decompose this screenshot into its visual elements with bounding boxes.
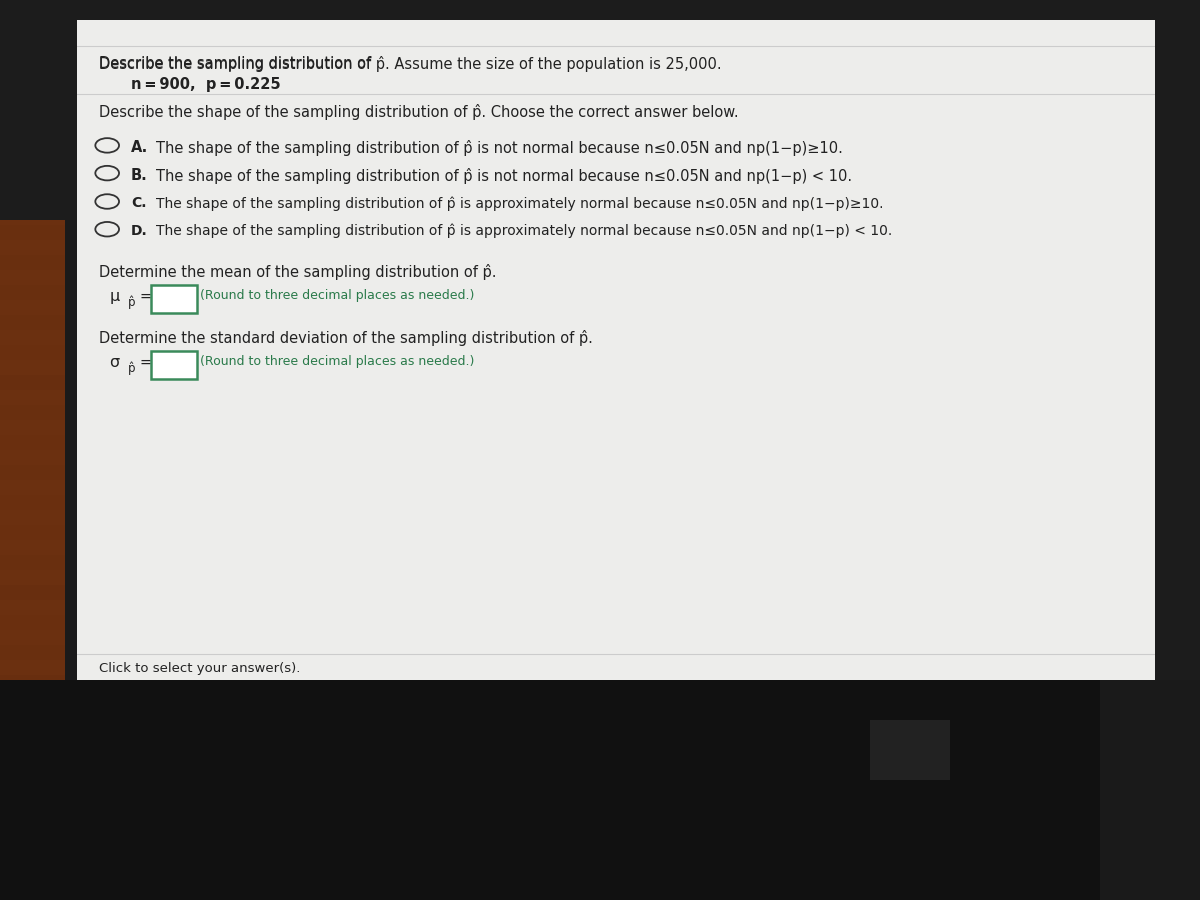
Bar xyxy=(1100,680,1200,900)
Text: p̂: p̂ xyxy=(127,296,136,310)
Text: σ: σ xyxy=(109,356,120,370)
Text: (Round to three decimal places as needed.): (Round to three decimal places as needed… xyxy=(200,289,474,302)
Text: A.: A. xyxy=(131,140,148,155)
Text: Describe the sampling distribution of: Describe the sampling distribution of xyxy=(98,57,376,71)
FancyBboxPatch shape xyxy=(151,351,197,379)
Text: The shape of the sampling distribution of p̂ is approximately normal because n≤0: The shape of the sampling distribution o… xyxy=(156,224,892,238)
Bar xyxy=(0,255,74,270)
Text: =: = xyxy=(139,289,151,304)
Bar xyxy=(0,315,74,330)
Bar xyxy=(65,220,77,900)
Text: Determine the mean of the sampling distribution of p̂.: Determine the mean of the sampling distr… xyxy=(98,265,496,280)
Bar xyxy=(77,20,1154,680)
Bar xyxy=(0,435,74,450)
Text: Describe the sampling distribution of p̂. Assume the size of the population is 2: Describe the sampling distribution of p̂… xyxy=(98,57,721,72)
Text: C.: C. xyxy=(131,196,146,211)
Text: (Round to three decimal places as needed.): (Round to three decimal places as needed… xyxy=(200,356,474,368)
Bar xyxy=(0,0,74,220)
Bar xyxy=(0,735,74,750)
Bar xyxy=(0,465,74,480)
Bar xyxy=(0,680,1200,900)
Text: The shape of the sampling distribution of p̂ is not normal because n≤0.05N and n: The shape of the sampling distribution o… xyxy=(156,167,852,184)
Bar xyxy=(0,525,74,540)
Bar xyxy=(0,615,74,630)
Text: The shape of the sampling distribution of p̂ is not normal because n≤0.05N and n: The shape of the sampling distribution o… xyxy=(156,140,842,156)
Bar xyxy=(0,345,74,360)
Text: Determine the standard deviation of the sampling distribution of p̂.: Determine the standard deviation of the … xyxy=(98,330,593,346)
Text: n = 900,  p = 0.225: n = 900, p = 0.225 xyxy=(131,77,281,93)
Bar xyxy=(0,555,74,570)
Bar xyxy=(0,645,74,660)
Bar xyxy=(0,765,74,780)
Text: B.: B. xyxy=(131,167,148,183)
Text: Describe the sampling distribution of p̂: Describe the sampling distribution of p̂ xyxy=(98,57,384,72)
Bar xyxy=(0,285,74,300)
Text: D.: D. xyxy=(131,224,148,238)
Bar xyxy=(0,405,74,420)
Bar xyxy=(870,720,950,780)
Bar xyxy=(0,825,74,840)
Bar xyxy=(0,705,74,720)
Bar xyxy=(0,855,74,870)
Bar xyxy=(0,495,74,510)
Bar xyxy=(0,225,74,240)
FancyBboxPatch shape xyxy=(151,285,197,313)
Text: μ: μ xyxy=(109,289,120,304)
Bar xyxy=(0,220,74,900)
Text: Describe the shape of the sampling distribution of p̂. Choose the correct answer: Describe the shape of the sampling distr… xyxy=(98,104,738,120)
Text: Click to select your answer(s).: Click to select your answer(s). xyxy=(98,662,300,674)
Text: The shape of the sampling distribution of p̂ is approximately normal because n≤0: The shape of the sampling distribution o… xyxy=(156,196,883,211)
Text: =: = xyxy=(139,356,151,370)
Bar xyxy=(0,795,74,810)
Bar xyxy=(0,375,74,390)
Bar xyxy=(0,585,74,600)
Text: p̂: p̂ xyxy=(127,362,136,375)
Bar xyxy=(0,885,74,900)
Bar xyxy=(0,675,74,690)
